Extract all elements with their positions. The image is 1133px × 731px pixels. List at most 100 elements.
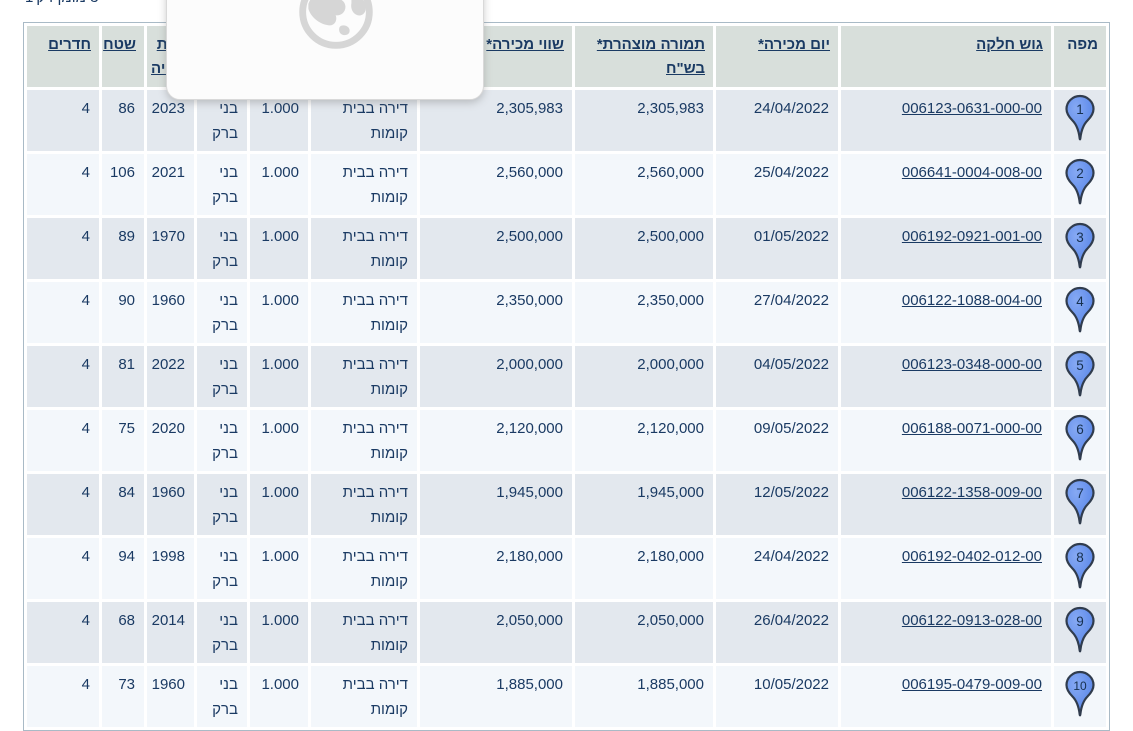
cell-area: 89 <box>102 218 144 279</box>
cell-gush: 006641-0004-008-00 <box>841 154 1051 215</box>
cell-value: 2,305,983 <box>420 90 572 151</box>
cell-sale_day: 27/04/2022 <box>716 282 838 343</box>
cell-pin: 10 <box>1054 666 1106 727</box>
cell-rooms: 4 <box>27 666 99 727</box>
map-loading-popup <box>166 0 484 100</box>
cell-declared: 2,305,983 <box>575 90 713 151</box>
cell-pin: 8 <box>1054 538 1106 599</box>
cell-value: 2,560,000 <box>420 154 572 215</box>
map-pin-icon[interactable]: 10 <box>1064 670 1096 717</box>
cell-city: בני ברק <box>197 602 247 663</box>
sort-link[interactable]: חדרים <box>48 36 91 53</box>
cell-sale_day: 25/04/2022 <box>716 154 838 215</box>
cell-part: 1.000 <box>250 538 308 599</box>
map-pin-icon[interactable]: 1 <box>1064 94 1096 141</box>
cell-city: בני ברק <box>197 154 247 215</box>
cell-part: 1.000 <box>250 474 308 535</box>
cell-rooms: 4 <box>27 282 99 343</box>
cell-pin: 5 <box>1054 346 1106 407</box>
table-row: 5 006123-0348-000-00 04/05/2022 2,000,000 2,… <box>27 346 1106 407</box>
cell-value: 1,945,000 <box>420 474 572 535</box>
cell-gush: 006122-1088-004-00 <box>841 282 1051 343</box>
map-pin-icon[interactable]: 5 <box>1064 350 1096 397</box>
gush-helka-link[interactable]: 006123-0631-000-00 <box>901 100 1042 117</box>
cell-year: 1960 <box>147 666 194 727</box>
cell-area: 106 <box>102 154 144 215</box>
gush-helka-link[interactable]: 006192-0402-012-00 <box>901 548 1042 565</box>
map-pin-icon[interactable]: 3 <box>1064 222 1096 269</box>
gush-helka-link[interactable]: 006123-0348-000-00 <box>901 356 1042 373</box>
table-row: 9 006122-0913-028-00 26/04/2022 2,050,000 2,… <box>27 602 1106 663</box>
map-pin-icon[interactable]: 8 <box>1064 542 1096 589</box>
cell-sale_day: 09/05/2022 <box>716 410 838 471</box>
gush-helka-link[interactable]: 006192-0921-001-00 <box>901 228 1042 245</box>
table-row: 10 006195-0479-009-00 10/05/2022 1,885,000 1… <box>27 666 1106 727</box>
cell-gush: 006122-1358-009-00 <box>841 474 1051 535</box>
pin-number: 4 <box>1076 294 1084 309</box>
cell-pin: 2 <box>1054 154 1106 215</box>
gush-helka-link[interactable]: 006122-1358-009-00 <box>901 484 1042 501</box>
gush-helka-link[interactable]: 006195-0479-009-00 <box>901 676 1042 693</box>
cell-pin: 6 <box>1054 410 1106 471</box>
map-pin-icon[interactable]: 9 <box>1064 606 1096 653</box>
cell-city: בני ברק <box>197 474 247 535</box>
cell-city: בני ברק <box>197 346 247 407</box>
cell-rooms: 4 <box>27 346 99 407</box>
gush-helka-link[interactable]: 006641-0004-008-00 <box>901 164 1042 181</box>
cell-gush: 006195-0479-009-00 <box>841 666 1051 727</box>
cell-area: 73 <box>102 666 144 727</box>
sort-link[interactable]: תמורה מוצהרת* בש"ח <box>596 36 705 77</box>
table-row: 2 006641-0004-008-00 25/04/2022 2,560,000 2,… <box>27 154 1106 215</box>
cell-year: 2021 <box>147 154 194 215</box>
cell-year: 2020 <box>147 410 194 471</box>
header-gush-helka: גוש חלקה <box>841 26 1051 87</box>
sort-link[interactable]: שטח <box>103 36 136 53</box>
header-area: שטח <box>102 26 144 87</box>
cell-sale_day: 24/04/2022 <box>716 538 838 599</box>
gush-helka-link[interactable]: 006122-1088-004-00 <box>901 292 1042 309</box>
cell-gush: 006122-0913-028-00 <box>841 602 1051 663</box>
cell-declared: 2,350,000 <box>575 282 713 343</box>
cell-rooms: 4 <box>27 218 99 279</box>
cell-area: 94 <box>102 538 144 599</box>
cell-type: דירה בבית קומות <box>311 474 417 535</box>
cell-pin: 4 <box>1054 282 1106 343</box>
cell-part: 1.000 <box>250 410 308 471</box>
header-declared-consideration: תמורה מוצהרת* בש"ח <box>575 26 713 87</box>
cell-rooms: 4 <box>27 90 99 151</box>
sort-link[interactable]: גוש חלקה <box>976 36 1043 53</box>
cell-year: 2014 <box>147 602 194 663</box>
cell-gush: 006123-0631-000-00 <box>841 90 1051 151</box>
cell-gush: 006192-0921-001-00 <box>841 218 1051 279</box>
sort-link[interactable]: שווי מכירה* <box>486 36 564 53</box>
map-pin-icon[interactable]: 2 <box>1064 158 1096 205</box>
cell-area: 84 <box>102 474 144 535</box>
cell-part: 1.000 <box>250 346 308 407</box>
map-pin-icon[interactable]: 7 <box>1064 478 1096 525</box>
cell-value: 2,350,000 <box>420 282 572 343</box>
cell-value: 2,000,000 <box>420 346 572 407</box>
cell-area: 75 <box>102 410 144 471</box>
cell-pin: 9 <box>1054 602 1106 663</box>
cell-sale_day: 10/05/2022 <box>716 666 838 727</box>
sort-link[interactable]: יום מכירה* <box>758 36 830 53</box>
header-sale-day: יום מכירה* <box>716 26 838 87</box>
cell-declared: 1,885,000 <box>575 666 713 727</box>
pin-number: 6 <box>1076 422 1084 437</box>
table-row: 6 006188-0071-000-00 09/05/2022 2,120,000 2,… <box>27 410 1106 471</box>
cell-year: 1960 <box>147 474 194 535</box>
cell-gush: 006123-0348-000-00 <box>841 346 1051 407</box>
cell-type: דירה בבית קומות <box>311 154 417 215</box>
cell-sale_day: 01/05/2022 <box>716 218 838 279</box>
cell-area: 90 <box>102 282 144 343</box>
cell-type: דירה בבית קומות <box>311 538 417 599</box>
globe-icon <box>299 0 373 49</box>
gush-helka-link[interactable]: 006122-0913-028-00 <box>901 612 1042 629</box>
cell-type: דירה בבית קומות <box>311 90 417 151</box>
cell-rooms: 4 <box>27 538 99 599</box>
map-pin-icon[interactable]: 6 <box>1064 414 1096 461</box>
cell-rooms: 4 <box>27 410 99 471</box>
cell-part: 1.000 <box>250 282 308 343</box>
gush-helka-link[interactable]: 006188-0071-000-00 <box>901 420 1042 437</box>
map-pin-icon[interactable]: 4 <box>1064 286 1096 333</box>
